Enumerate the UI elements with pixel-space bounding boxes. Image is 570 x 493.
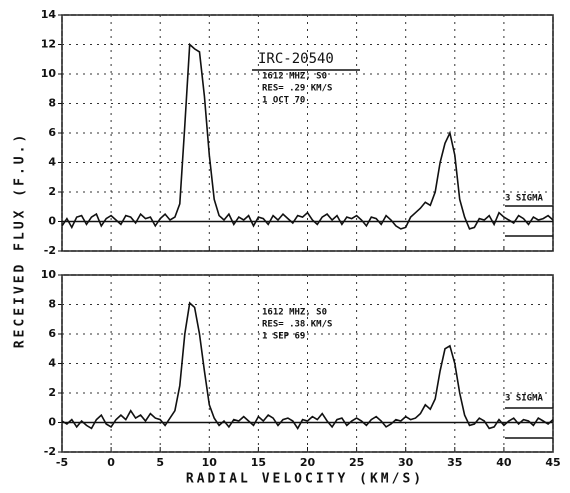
sigma-label: 3 SIGMA	[505, 394, 544, 404]
y-tick-label: 0	[48, 215, 56, 228]
y-tick-label: 4	[48, 156, 56, 169]
y-tick-label: -2	[44, 244, 56, 257]
y-tick-label: 10	[41, 268, 57, 281]
y-axis-label: RECEIVED FLUX (F.U.)	[13, 132, 28, 349]
x-tick-label: 20	[300, 456, 316, 469]
y-tick-label: 8	[48, 97, 56, 110]
y-tick-label: 4	[48, 357, 56, 370]
y-tick-label: 14	[41, 8, 57, 21]
sigma-label: 3 SIGMA	[505, 194, 544, 204]
x-tick-label: 15	[251, 456, 266, 469]
annotation: 1 SEP 69	[262, 332, 305, 342]
y-tick-label: -2	[44, 445, 56, 458]
y-tick-label: 6	[48, 126, 56, 139]
x-tick-label: 5	[156, 456, 164, 469]
annotation: 1612 MHZ, S0	[262, 72, 327, 82]
y-tick-label: 2	[48, 185, 56, 198]
x-tick-label: 40	[496, 456, 512, 469]
y-tick-label: 6	[48, 327, 56, 340]
x-axis-label: RADIAL VELOCITY (KM/S)	[186, 472, 424, 487]
x-tick-label: 25	[349, 456, 364, 469]
x-tick-label: 0	[107, 456, 115, 469]
x-tick-label: 35	[447, 456, 462, 469]
y-tick-label: 8	[48, 298, 56, 311]
annotation: 1612 MHZ, S0	[262, 308, 327, 318]
y-tick-label: 2	[48, 386, 56, 399]
annotation: RES= .38 KM/S	[262, 320, 332, 330]
x-tick-label: 45	[545, 456, 560, 469]
annotation: IRC-20540	[258, 51, 334, 67]
spectrum-line	[61, 301, 554, 430]
y-tick-label: 0	[48, 416, 56, 429]
y-tick-label: 12	[41, 38, 56, 51]
annotation: RES= .29 KM/S	[262, 84, 332, 94]
annotation: 1 OCT 70	[262, 96, 305, 106]
y-tick-label: 10	[41, 67, 57, 80]
x-tick-label: -5	[56, 456, 68, 469]
x-tick-label: 10	[202, 456, 218, 469]
x-tick-label: 30	[398, 456, 414, 469]
spectrum-line	[61, 42, 554, 230]
